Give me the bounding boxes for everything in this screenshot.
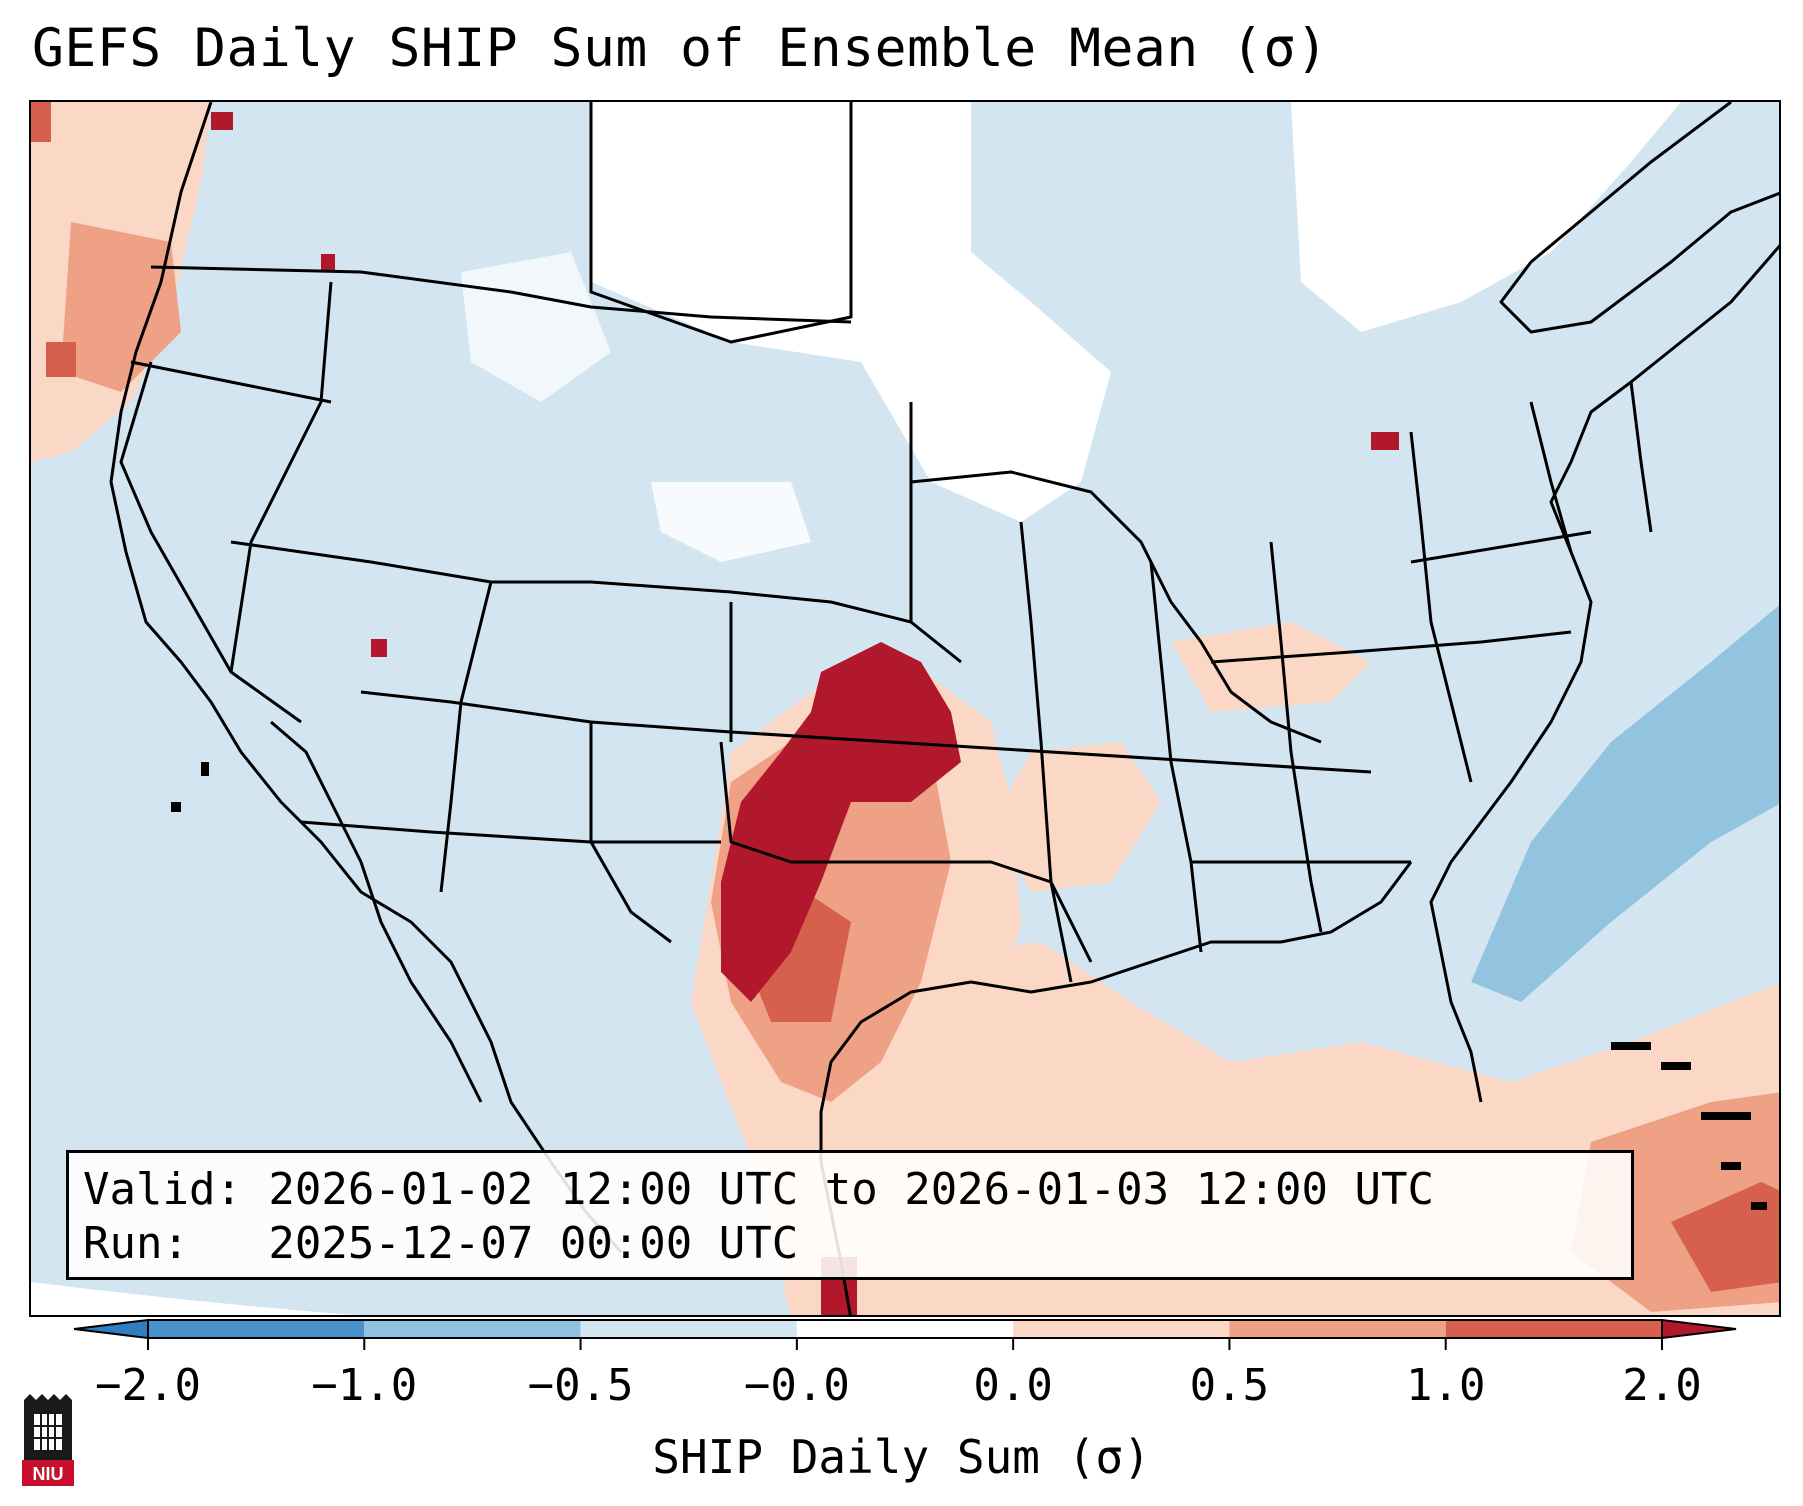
colorbar-cell bbox=[1229, 1320, 1446, 1338]
map-title: GEFS Daily SHIP Sum of Ensemble Mean (σ) bbox=[32, 18, 1329, 79]
state-border bbox=[1629, 381, 1653, 533]
state-border bbox=[1019, 521, 1073, 983]
canada-coastline bbox=[1499, 102, 1779, 334]
field-isolated-cell bbox=[211, 112, 233, 130]
colorbar-extend-high bbox=[1661, 1318, 1737, 1340]
state-border bbox=[300, 820, 721, 844]
colorbar-cell bbox=[1445, 1320, 1662, 1338]
field-atlantic-below-normal bbox=[1471, 605, 1779, 1002]
field-isolated-cell bbox=[371, 639, 387, 657]
pacific-coastline bbox=[109, 102, 623, 1253]
map-plot bbox=[31, 102, 1779, 1315]
run-time-text: Run: 2025-12-07 00:00 UTC bbox=[83, 1218, 799, 1269]
caribbean-islands bbox=[171, 762, 1767, 1210]
field-ohio-valley-positive bbox=[1171, 622, 1371, 712]
colorbar-tick-label: 0.5 bbox=[1190, 1360, 1269, 1411]
colorbar-tick-label: −2.0 bbox=[95, 1360, 201, 1411]
colorbar-cell bbox=[796, 1320, 1014, 1338]
map-panel bbox=[29, 100, 1781, 1317]
state-border bbox=[1410, 530, 1592, 564]
field-southern-plains-maximum bbox=[721, 642, 961, 1002]
colorbar-cells bbox=[73, 1318, 1737, 1340]
colorbar-tick-label: −1.0 bbox=[311, 1360, 417, 1411]
colorbar-tick-label: 1.0 bbox=[1406, 1360, 1485, 1411]
state-border bbox=[360, 690, 1372, 774]
field-pacific-moderate bbox=[61, 222, 181, 392]
field-isolated-cell bbox=[321, 254, 335, 270]
colorbar-cell bbox=[580, 1320, 797, 1338]
field-neutral-patch bbox=[651, 482, 811, 562]
state-border bbox=[589, 722, 672, 944]
valid-time-text: Valid: 2026-01-02 12:00 UTC to 2026-01-0… bbox=[83, 1164, 1435, 1215]
colorbar: −2.0 −1.0 −0.5 −0.0 0.0 0.5 1.0 2.0 bbox=[73, 1318, 1737, 1411]
field-pacific-cell bbox=[31, 102, 51, 142]
field-pacific-cell bbox=[46, 342, 76, 377]
colorbar-cell bbox=[364, 1320, 581, 1338]
state-border bbox=[1210, 630, 1572, 664]
state-border bbox=[229, 281, 333, 673]
canada-province-border bbox=[589, 102, 853, 344]
great-lakes-shore bbox=[910, 470, 1322, 744]
niu-logo: NIU bbox=[22, 1394, 74, 1486]
field-neutral-canada bbox=[1291, 102, 1681, 332]
colorbar-ticks: −2.0 −1.0 −0.5 −0.0 0.0 0.5 1.0 2.0 bbox=[95, 1338, 1702, 1411]
state-border bbox=[119, 361, 302, 724]
northern-border bbox=[150, 265, 852, 324]
baja-coastline bbox=[270, 720, 483, 1103]
colorbar-tick-label: 2.0 bbox=[1622, 1360, 1701, 1411]
field-isolated-cell bbox=[1371, 432, 1399, 450]
state-border bbox=[1149, 561, 1203, 953]
colorbar-tick-label: −0.5 bbox=[528, 1360, 634, 1411]
colorbar-label: SHIP Daily Sum (σ) bbox=[652, 1430, 1151, 1484]
colorbar-tick-label: 0.0 bbox=[973, 1360, 1052, 1411]
state-border bbox=[1409, 431, 1473, 783]
field-arkansas-positive bbox=[991, 742, 1161, 892]
state-border bbox=[439, 581, 493, 893]
valid-run-info-box: Valid: 2026-01-02 12:00 UTC to 2026-01-0… bbox=[66, 1150, 1634, 1280]
state-border bbox=[230, 540, 962, 664]
colorbar-outline bbox=[147, 1319, 1663, 1339]
colorbar-tick-label: −0.0 bbox=[744, 1360, 850, 1411]
colorbar-cell bbox=[1013, 1320, 1230, 1338]
state-border bbox=[1529, 401, 1573, 553]
political-boundaries bbox=[109, 102, 1779, 1315]
niu-logo-text: NIU bbox=[33, 1464, 64, 1484]
state-border bbox=[1269, 541, 1323, 933]
colorbar-extend-low bbox=[73, 1318, 149, 1340]
colorbar-cell bbox=[148, 1320, 365, 1338]
state-border bbox=[130, 360, 332, 404]
